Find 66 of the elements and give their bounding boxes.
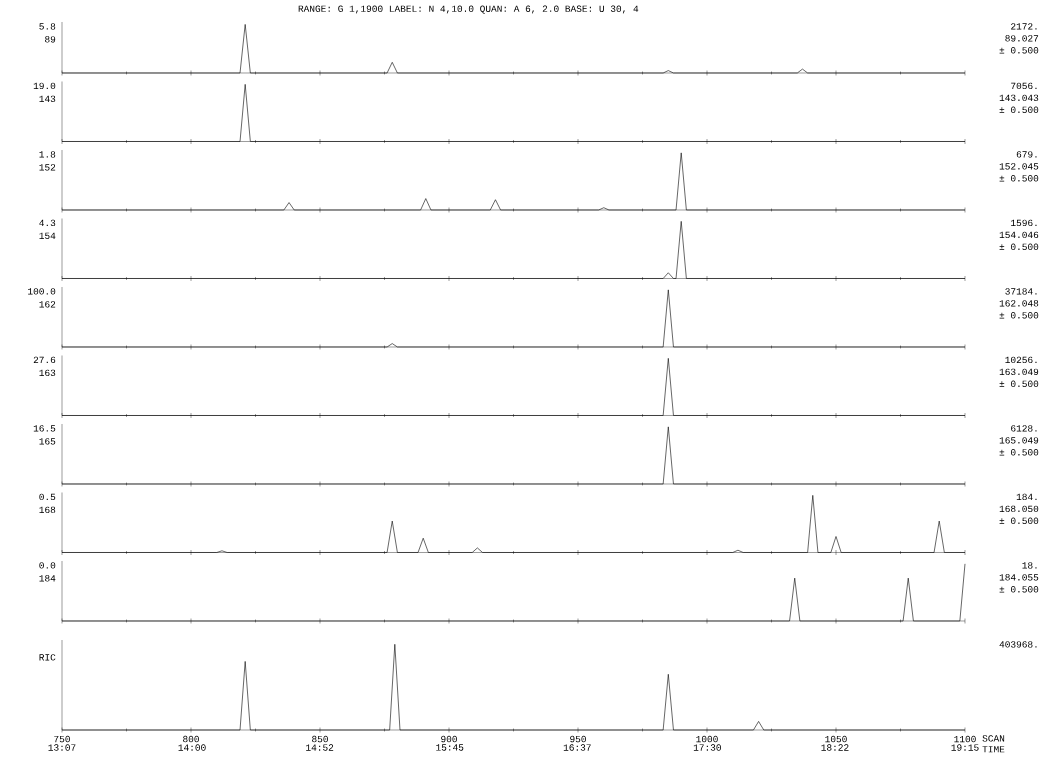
text: 184.055 [999, 574, 1039, 581]
text: ± 0.500 [999, 449, 1039, 456]
text: 165.049 [999, 437, 1039, 444]
text: 162 [39, 301, 56, 308]
x-tick-label: 950 [570, 735, 586, 743]
text: ± 0.500 [999, 175, 1039, 182]
text: 10256. [1005, 356, 1037, 364]
x-axis-title: SCAN [982, 735, 1005, 742]
x2-tick-label: 13:07 [48, 744, 76, 751]
text: 5.8 [39, 23, 56, 30]
text: 1596. [1011, 219, 1037, 227]
text: 154.046 [999, 231, 1039, 239]
text: 163.049 [999, 368, 1039, 376]
x2-tick-label: 19:15 [951, 744, 979, 751]
x-tick-label: 850 [312, 735, 328, 743]
x2-tick-label: 18:22 [821, 744, 849, 751]
text: 184. [1016, 493, 1037, 501]
text: 100.0 [28, 288, 56, 295]
text: 19.0 [33, 82, 56, 90]
text: 184 [39, 575, 56, 582]
x2-tick-label: 16:37 [563, 744, 591, 751]
text: 0.0 [39, 562, 56, 569]
text: 1.8 [39, 151, 56, 158]
x-tick-label: 1100 [954, 735, 976, 743]
text: 7056. [1011, 82, 1037, 90]
text: 163 [39, 369, 56, 377]
text: 154 [39, 232, 56, 239]
text: 165 [39, 438, 56, 445]
x-tick-label: 1000 [696, 735, 718, 743]
text: 0.5 [39, 493, 56, 501]
text: ± 0.500 [999, 47, 1039, 54]
text: 162.048 [999, 300, 1039, 307]
text: 2172. [1011, 23, 1037, 30]
text: 16.5 [33, 425, 56, 432]
x2-tick-label: 14:00 [178, 744, 206, 751]
x2-axis-title: TIME [982, 746, 1005, 753]
text: 168 [39, 506, 56, 514]
chart-title: RANGE: G 1,1900 LABEL: N 4,10.0 QUAN: A 6, 2.0 BASE: U 30, 4 [298, 5, 639, 14]
text: 27.6 [33, 356, 56, 364]
text: 679. [1016, 151, 1037, 158]
x2-tick-label: 17:30 [693, 744, 721, 751]
text: 143 [39, 95, 56, 103]
text: ± 0.500 [999, 243, 1039, 251]
text: 37184. [1005, 288, 1037, 295]
text: ± 0.500 [999, 380, 1039, 388]
x2-tick-label: 15:45 [436, 744, 464, 751]
text: ± 0.500 [999, 312, 1039, 319]
text: RIC [39, 654, 56, 661]
text: 152 [39, 164, 56, 171]
text: 89 [45, 36, 56, 43]
text: 152.045 [999, 163, 1039, 170]
x-tick-label: 1050 [825, 735, 847, 743]
x2-tick-label: 14:52 [306, 744, 334, 751]
text: 168.050 [999, 505, 1039, 513]
text: 403968. [999, 641, 1037, 648]
text: 6128. [1011, 425, 1037, 432]
text: 18. [1022, 562, 1037, 569]
text: ± 0.500 [999, 106, 1039, 114]
text: 89.027 [1005, 35, 1039, 42]
text: 4.3 [39, 219, 56, 227]
text: ± 0.500 [999, 517, 1039, 525]
x-tick-label: 750 [54, 735, 70, 743]
x-tick-label: 900 [441, 735, 457, 743]
x-tick-label: 800 [183, 735, 199, 743]
text: 143.043 [999, 94, 1039, 102]
text: ± 0.500 [999, 586, 1039, 593]
